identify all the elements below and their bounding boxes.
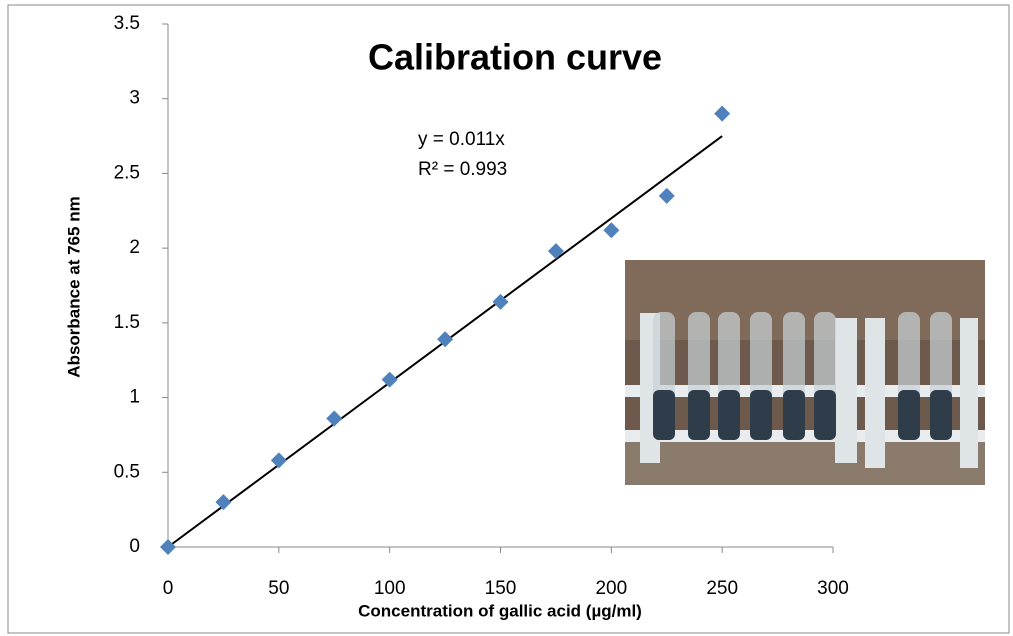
x-tick-label: 0: [163, 578, 174, 599]
x-tick-label: 250: [706, 578, 738, 599]
data-point: [714, 105, 731, 122]
y-tick-label: 3.5: [114, 13, 140, 34]
y-tick-label: 2: [129, 237, 140, 258]
data-point: [492, 293, 509, 310]
x-tick-label: 200: [595, 578, 627, 599]
y-axis-title: Absorbance at 765 nm: [64, 196, 83, 377]
data-point: [603, 222, 620, 239]
data-point: [326, 410, 343, 427]
data-point: [437, 331, 454, 348]
data-point: [658, 187, 675, 204]
data-point: [160, 539, 176, 555]
y-tick-label: 2.5: [114, 162, 140, 183]
data-point: [381, 371, 398, 388]
y-tick-label: 1.5: [114, 312, 140, 333]
data-point: [547, 243, 564, 260]
trend-r-squared: R² = 0.993: [418, 159, 507, 180]
x-tick-label: 50: [268, 578, 289, 599]
data-point: [270, 452, 287, 469]
x-tick-label: 100: [374, 578, 406, 599]
inset-photo: [625, 260, 985, 485]
y-tick-label: 0: [129, 536, 140, 557]
y-tick-label: 3: [129, 88, 140, 109]
y-tick-label: 0.5: [114, 461, 140, 482]
x-axis-title: Concentration of gallic acid (µg/ml): [358, 601, 642, 620]
x-tick-label: 300: [817, 578, 849, 599]
chart-title: Calibration curve: [368, 37, 662, 78]
x-tick-label: 150: [485, 578, 517, 599]
trend-equation: y = 0.011x: [418, 129, 505, 150]
y-tick-label: 1: [129, 387, 140, 408]
data-point: [215, 494, 232, 511]
